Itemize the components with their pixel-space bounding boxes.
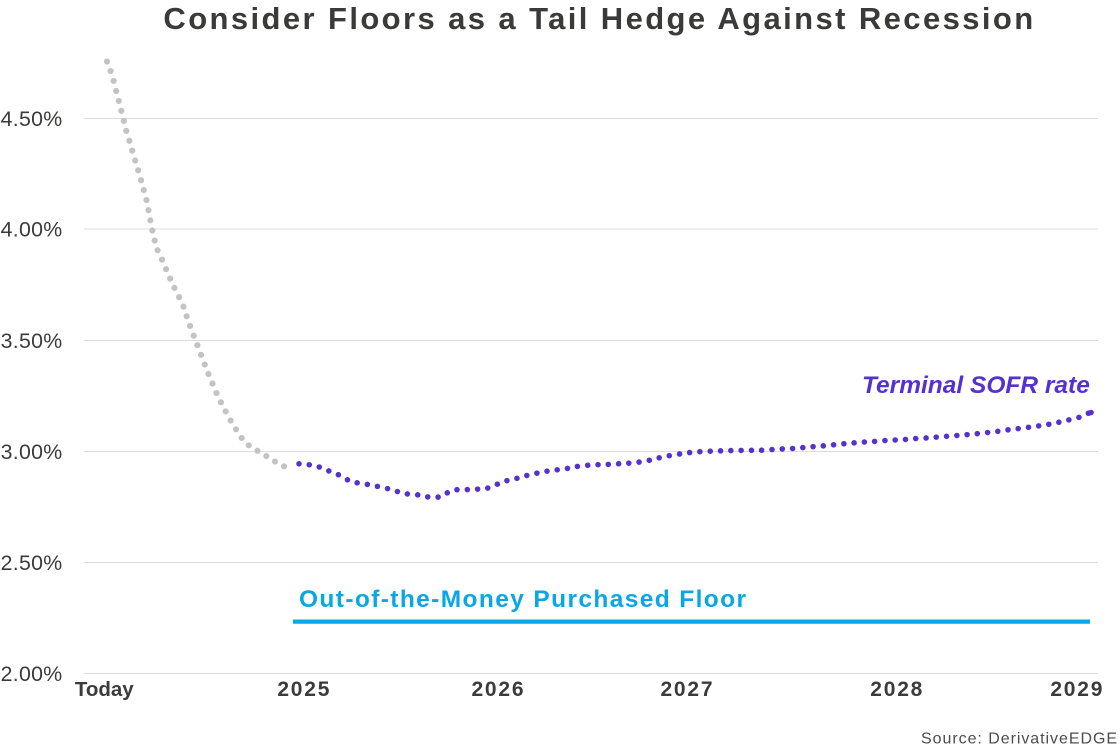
- svg-text:2025: 2025: [277, 678, 331, 701]
- svg-text:Today: Today: [75, 678, 134, 701]
- svg-text:Out-of-the-Money Purchased Flo: Out-of-the-Money Purchased Floor: [299, 586, 747, 613]
- svg-text:2.00%: 2.00%: [1, 662, 63, 686]
- svg-text:3.50%: 3.50%: [1, 329, 63, 353]
- svg-text:2026: 2026: [471, 678, 525, 701]
- svg-text:Terminal SOFR rate: Terminal SOFR rate: [862, 372, 1090, 399]
- svg-text:2027: 2027: [660, 678, 714, 701]
- svg-text:4.00%: 4.00%: [1, 217, 63, 241]
- svg-text:3.00%: 3.00%: [1, 440, 63, 464]
- svg-text:2.50%: 2.50%: [1, 551, 63, 575]
- svg-text:2028: 2028: [870, 678, 924, 701]
- svg-text:2029: 2029: [1050, 678, 1104, 701]
- svg-text:Consider Floors as a Tail Hedg: Consider Floors as a Tail Hedge Against …: [163, 1, 1035, 36]
- svg-text:Source: DerivativeEDGE: Source: DerivativeEDGE: [921, 731, 1118, 748]
- svg-text:4.50%: 4.50%: [1, 107, 63, 131]
